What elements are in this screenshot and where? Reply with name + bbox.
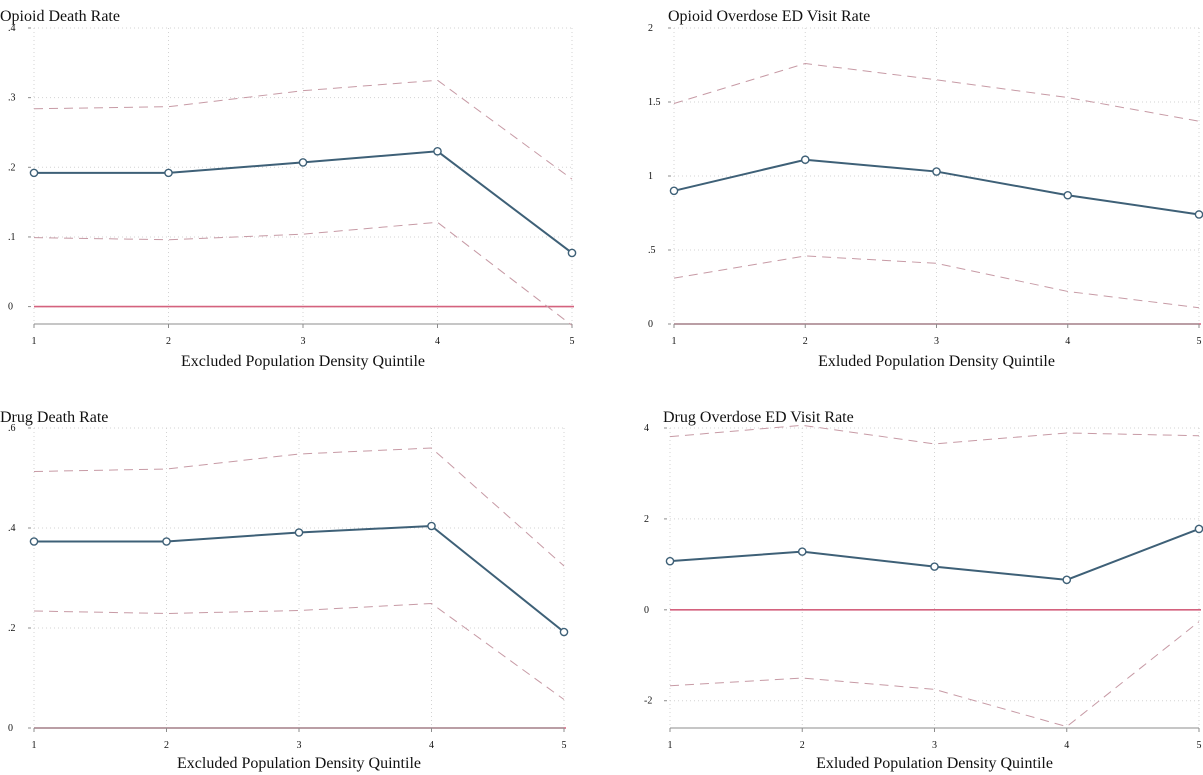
y-tick-label: .4 <box>8 23 16 34</box>
estimate-point <box>800 155 810 165</box>
x-axis-label: Excluded Population Density Quintile <box>181 353 425 370</box>
estimate-point <box>164 168 173 178</box>
estimate-point <box>559 627 569 637</box>
estimate-point <box>797 547 807 556</box>
x-tick-label: 4 <box>1065 336 1070 347</box>
estimate-point <box>1062 575 1072 585</box>
estimate-point <box>294 528 304 537</box>
y-tick-label: .2 <box>8 623 16 634</box>
estimate-point <box>932 167 941 176</box>
x-tick-label: 1 <box>32 336 37 347</box>
estimate-point <box>665 556 675 566</box>
y-tick-label: 1 <box>648 171 653 182</box>
estimate-point <box>29 168 39 178</box>
x-tick-label: 3 <box>301 336 306 347</box>
y-tick-label: 2 <box>644 514 649 525</box>
x-tick-label: 1 <box>668 740 673 751</box>
estimate-point <box>29 537 39 546</box>
x-tick-label: 1 <box>672 336 677 347</box>
x-tick-label: 5 <box>1197 336 1202 347</box>
estimate-point <box>298 158 308 167</box>
estimate-point <box>567 248 577 258</box>
chart-title: Drug Death Rate <box>0 409 108 426</box>
estimate-point <box>427 521 436 531</box>
estimate-point <box>433 146 442 156</box>
ci-upper-line <box>673 63 1200 122</box>
ci-lower-line <box>33 602 565 700</box>
y-tick-label: .6 <box>8 423 16 434</box>
estimate-point <box>1063 190 1073 200</box>
x-axis-label: Excluded Population Density Quintile <box>177 755 421 772</box>
y-tick-label: 4 <box>644 423 649 434</box>
chart-panel-2: Opioid Overdose ED Visit Rate 0 .5 1 1.5 2 1 2 3… <box>648 8 1203 370</box>
ci-upper-line <box>669 424 1200 445</box>
x-tick-label: 2 <box>800 740 805 751</box>
x-tick-label: 1 <box>32 740 37 751</box>
ci-lower-line <box>33 221 573 326</box>
x-tick-label: 5 <box>562 740 567 751</box>
estimate-point <box>669 186 679 196</box>
x-tick-label: 2 <box>164 740 169 751</box>
x-tick-label: 5 <box>570 336 575 347</box>
ci-lower-line <box>669 621 1200 728</box>
chart-panel-3: Drug Death Rate 0 .2 .4 .6 1 2 3 4 5 Excluded Popu… <box>0 409 569 772</box>
y-tick-label: 0 <box>8 302 13 313</box>
y-tick-label: .1 <box>8 232 16 243</box>
x-tick-label: 3 <box>297 740 302 751</box>
x-tick-label: 2 <box>803 336 808 347</box>
y-tick-label: -2 <box>644 696 652 707</box>
y-tick-label: .4 <box>8 523 16 534</box>
y-tick-label: 1.5 <box>648 97 661 108</box>
chart-panel-4: Drug Overdose ED Visit Rate -2 0 2 4 1 2 3 4 5 Exl… <box>644 409 1203 772</box>
ci-lower-line <box>673 255 1200 309</box>
estimate-point <box>162 537 171 546</box>
estimate-point <box>930 562 939 571</box>
y-tick-label: .2 <box>8 162 16 173</box>
y-tick-label: .3 <box>8 93 16 104</box>
x-tick-label: 4 <box>435 336 440 347</box>
x-tick-label: 4 <box>1064 740 1069 751</box>
x-axis-label: Exluded Population Density Quintile <box>816 755 1053 772</box>
ci-upper-line <box>33 447 565 567</box>
estimate-point <box>1194 210 1203 219</box>
y-tick-label: 0 <box>648 319 653 330</box>
estimate-point <box>1194 524 1203 534</box>
x-tick-label: 4 <box>429 740 434 751</box>
chart-panel-1: Opioid Death Rate 0 .1 .2 .3 .4 1 2 3 4 5 Excluded … <box>0 8 577 370</box>
y-tick-label: .5 <box>648 245 656 256</box>
y-tick-label: 0 <box>8 723 13 734</box>
chart-title: Opioid Death Rate <box>0 8 120 25</box>
chart-title: Opioid Overdose ED Visit Rate <box>668 8 870 25</box>
x-tick-label: 3 <box>932 740 937 751</box>
x-axis-label: Exluded Population Density Quintile <box>818 353 1055 370</box>
x-tick-label: 2 <box>166 336 171 347</box>
y-tick-label: 2 <box>648 23 653 34</box>
x-tick-label: 5 <box>1197 740 1202 751</box>
chart-title: Drug Overdose ED Visit Rate <box>663 409 854 426</box>
x-tick-label: 3 <box>934 336 939 347</box>
y-tick-label: 0 <box>644 605 649 616</box>
